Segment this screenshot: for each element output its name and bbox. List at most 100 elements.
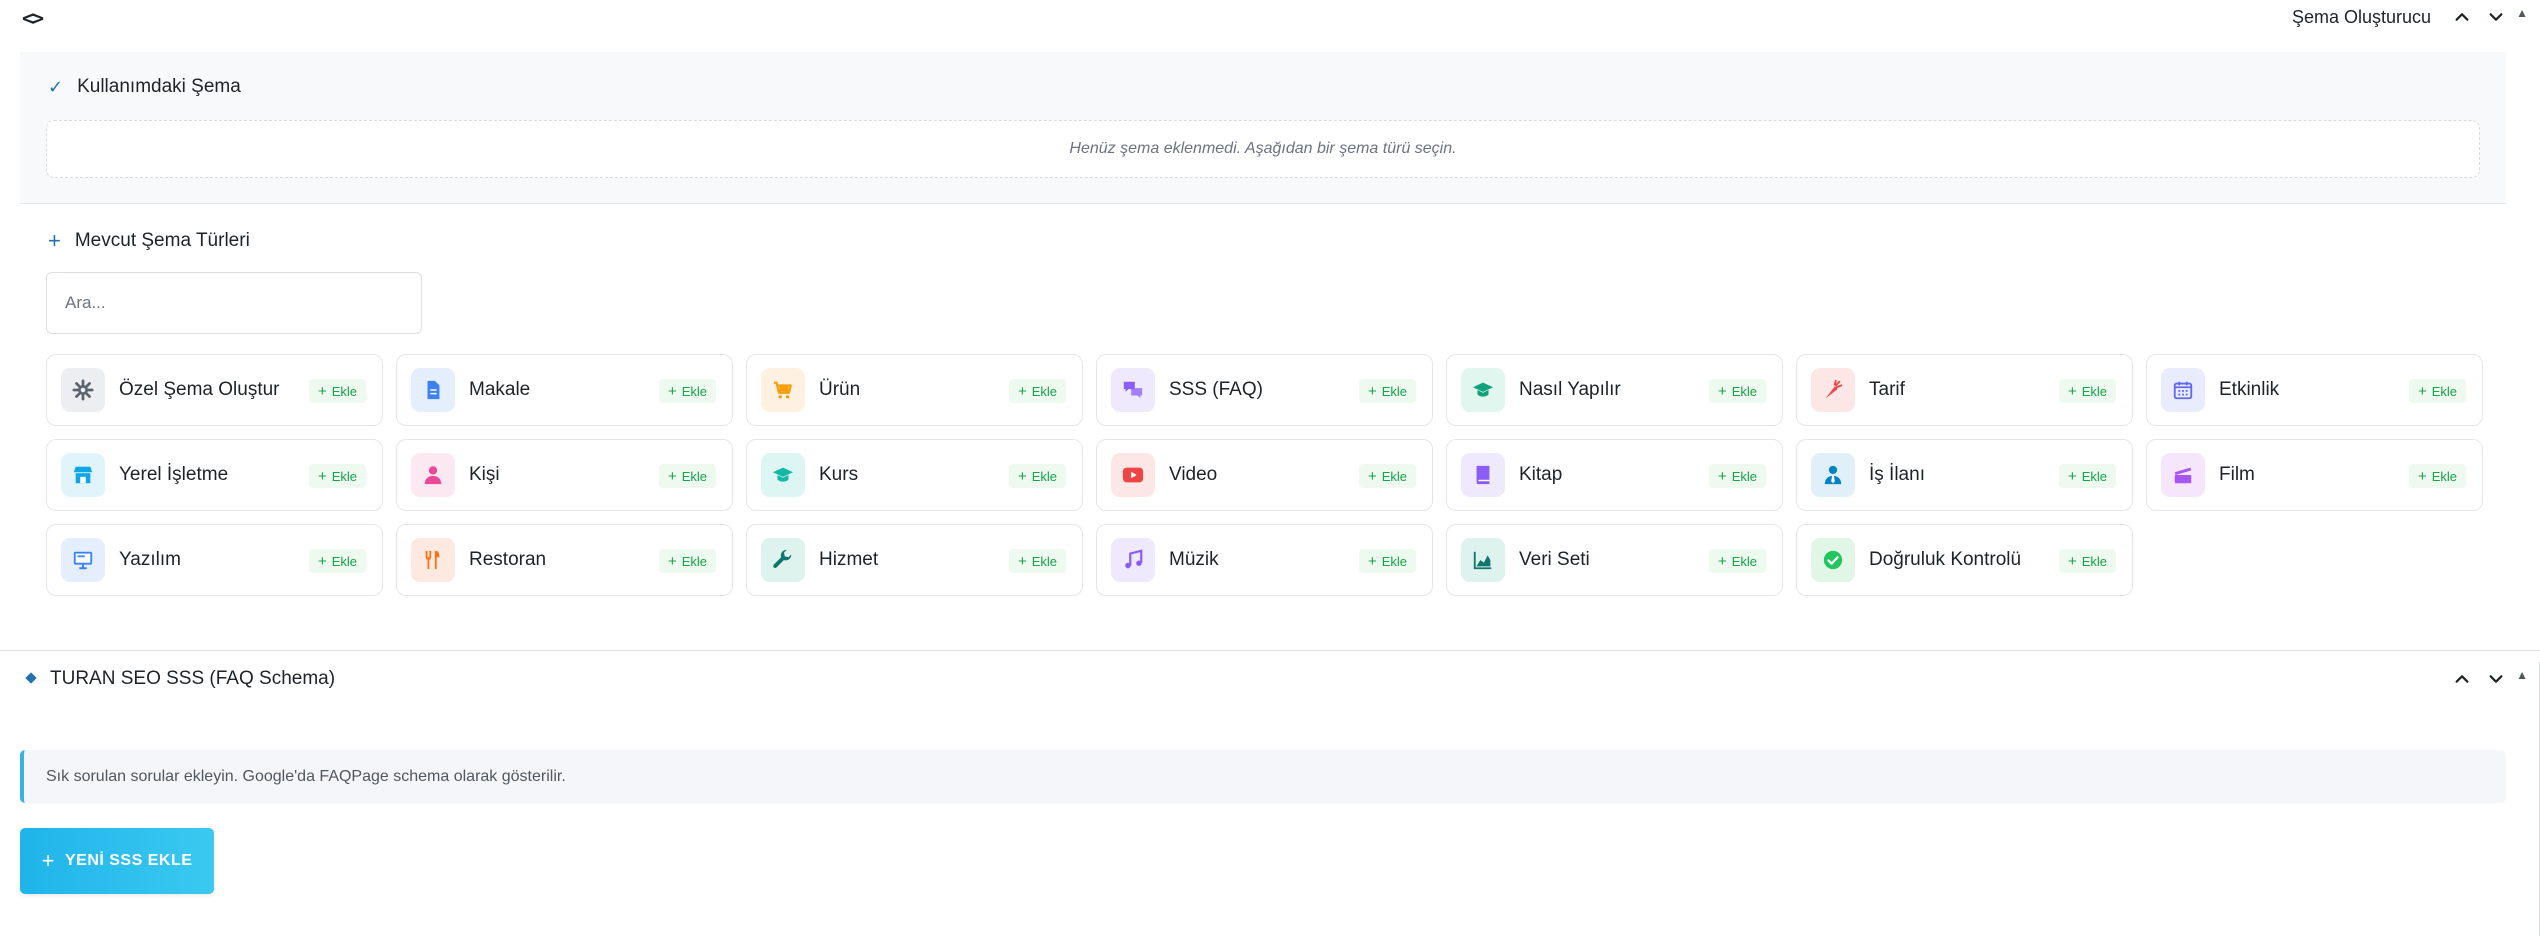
schema-type-label: Kurs: [819, 464, 859, 485]
plus-icon: +: [317, 382, 327, 400]
add-faq-button-label: YENİ SSS EKLE: [64, 852, 193, 869]
add-schema-button[interactable]: + Ekle: [658, 549, 716, 573]
available-types-title: Mevcut Şema Türleri: [74, 230, 250, 251]
add-schema-button[interactable]: + Ekle: [1008, 464, 1066, 488]
add-schema-button[interactable]: + Ekle: [1358, 549, 1416, 573]
schema-type-card-video[interactable]: Video + Ekle: [1096, 439, 1433, 511]
add-schema-button[interactable]: + Ekle: [308, 379, 366, 403]
faq-info-text: Sık sorulan sorular ekleyin. Google'da F…: [46, 767, 566, 785]
schema-type-label: Film: [2219, 464, 2255, 485]
move-down-button[interactable]: [2482, 2, 2510, 32]
add-label: Ekle: [2081, 383, 2107, 399]
plus-icon: +: [1017, 552, 1027, 570]
add-schema-button[interactable]: + Ekle: [1708, 549, 1766, 573]
schema-type-card-nasil-yapilir[interactable]: Nasıl Yapılır + Ekle: [1446, 354, 1783, 426]
add-label: Ekle: [2081, 553, 2107, 569]
add-schema-button[interactable]: + Ekle: [1708, 379, 1766, 403]
schema-type-label: Restoran: [469, 549, 547, 570]
plus-icon: +: [1017, 467, 1027, 485]
schema-type-card-etkinlik[interactable]: Etkinlik + Ekle: [2146, 354, 2483, 426]
plus-icon: +: [667, 467, 677, 485]
schema-type-card-muzik[interactable]: Müzik + Ekle: [1096, 524, 1433, 596]
empty-state-box: Henüz şema eklenmedi. Aşağıdan bir şema …: [46, 120, 2480, 178]
plus-icon: +: [667, 552, 677, 570]
code-icon: <>: [22, 6, 44, 30]
schema-builder-header: <> Şema Oluşturucu ▲: [0, 0, 2540, 34]
schema-type-card-restoran[interactable]: Restoran + Ekle: [396, 524, 733, 596]
schema-type-card-veri-seti[interactable]: Veri Seti + Ekle: [1446, 524, 1783, 596]
user-icon: [411, 453, 455, 497]
chat-icon: [1111, 368, 1155, 412]
add-schema-button[interactable]: + Ekle: [1008, 549, 1066, 573]
schema-type-label: Kitap: [1519, 464, 1563, 485]
schema-type-label: SSS (FAQ): [1169, 379, 1263, 400]
plus-icon: +: [1017, 382, 1027, 400]
schema-type-card-is-ilani[interactable]: İş İlanı + Ekle: [1796, 439, 2133, 511]
plus-icon: +: [1717, 382, 1727, 400]
add-schema-button[interactable]: + Ekle: [2058, 464, 2116, 488]
move-up-button[interactable]: [2448, 2, 2476, 32]
add-label: Ekle: [1381, 468, 1407, 484]
schema-type-card-sss-faq[interactable]: SSS (FAQ) + Ekle: [1096, 354, 1433, 426]
plus-icon: +: [1717, 552, 1727, 570]
schema-type-label: Makale: [469, 379, 531, 400]
chevron-down-icon: [2489, 675, 2503, 683]
add-label: Ekle: [1731, 553, 1757, 569]
schema-type-card-urun[interactable]: Ürün + Ekle: [746, 354, 1083, 426]
plus-icon: +: [2067, 552, 2077, 570]
add-schema-button[interactable]: + Ekle: [2408, 379, 2466, 403]
schema-type-card-ozel-sema-olustur[interactable]: Özel Şema Oluştur + Ekle: [46, 354, 383, 426]
schema-type-label: Ürün: [819, 379, 861, 400]
schema-type-card-dogruluk-kontrolu[interactable]: Doğruluk Kontrolü + Ekle: [1796, 524, 2133, 596]
plus-icon: +: [317, 552, 327, 570]
faq-collapse-toggle-icon[interactable]: ▲: [2516, 668, 2528, 682]
add-schema-button[interactable]: + Ekle: [2408, 464, 2466, 488]
schema-type-card-film[interactable]: Film + Ekle: [2146, 439, 2483, 511]
user-tie-icon: [1811, 453, 1855, 497]
carrot-icon: [1811, 368, 1855, 412]
cart-icon: [761, 368, 805, 412]
schema-type-card-kitap[interactable]: Kitap + Ekle: [1446, 439, 1783, 511]
add-label: Ekle: [1381, 553, 1407, 569]
add-schema-button[interactable]: + Ekle: [308, 549, 366, 573]
used-schema-section: ✓ Kullanımdaki Şema Henüz şema eklenmedi…: [20, 52, 2506, 204]
add-label: Ekle: [1731, 468, 1757, 484]
schema-type-label: Nasıl Yapılır: [1519, 379, 1621, 400]
collapse-toggle-icon[interactable]: ▲: [2516, 6, 2528, 20]
add-faq-button[interactable]: + YENİ SSS EKLE: [20, 828, 214, 894]
faq-move-up-button[interactable]: [2448, 664, 2476, 694]
add-schema-button[interactable]: + Ekle: [1708, 464, 1766, 488]
schema-search-input[interactable]: [46, 272, 422, 334]
add-schema-button[interactable]: + Ekle: [658, 464, 716, 488]
schema-type-card-yazilim[interactable]: Yazılım + Ekle: [46, 524, 383, 596]
schema-type-label: Yazılım: [119, 549, 181, 570]
book-icon: [1461, 453, 1505, 497]
youtube-icon: [1111, 453, 1155, 497]
used-schema-heading: ✓ Kullanımdaki Şema: [48, 76, 241, 98]
add-schema-button[interactable]: + Ekle: [2058, 379, 2116, 403]
available-types-heading: + Mevcut Şema Türleri: [48, 228, 250, 254]
chevron-down-icon: [2489, 13, 2503, 21]
calendar-icon: [2161, 368, 2205, 412]
add-schema-button[interactable]: + Ekle: [658, 379, 716, 403]
schema-type-card-hizmet[interactable]: Hizmet + Ekle: [746, 524, 1083, 596]
add-label: Ekle: [1031, 383, 1057, 399]
add-schema-button[interactable]: + Ekle: [308, 464, 366, 488]
graduation-cap-icon: [761, 453, 805, 497]
faq-move-down-button[interactable]: [2482, 664, 2510, 694]
schema-type-card-makale[interactable]: Makale + Ekle: [396, 354, 733, 426]
schema-type-card-tarif[interactable]: Tarif + Ekle: [1796, 354, 2133, 426]
schema-type-card-yerel-isletme[interactable]: Yerel İşletme + Ekle: [46, 439, 383, 511]
schema-type-label: Özel Şema Oluştur: [119, 379, 280, 400]
add-schema-button[interactable]: + Ekle: [1358, 379, 1416, 403]
add-schema-button[interactable]: + Ekle: [2058, 549, 2116, 573]
schema-type-card-kurs[interactable]: Kurs + Ekle: [746, 439, 1083, 511]
plus-icon: +: [1717, 467, 1727, 485]
plus-icon: +: [1367, 552, 1377, 570]
add-schema-button[interactable]: + Ekle: [1358, 464, 1416, 488]
diamond-icon: [25, 672, 37, 684]
add-schema-button[interactable]: + Ekle: [1008, 379, 1066, 403]
schema-type-card-kisi[interactable]: Kişi + Ekle: [396, 439, 733, 511]
add-label: Ekle: [1731, 383, 1757, 399]
graduation-cap-icon: [1461, 368, 1505, 412]
